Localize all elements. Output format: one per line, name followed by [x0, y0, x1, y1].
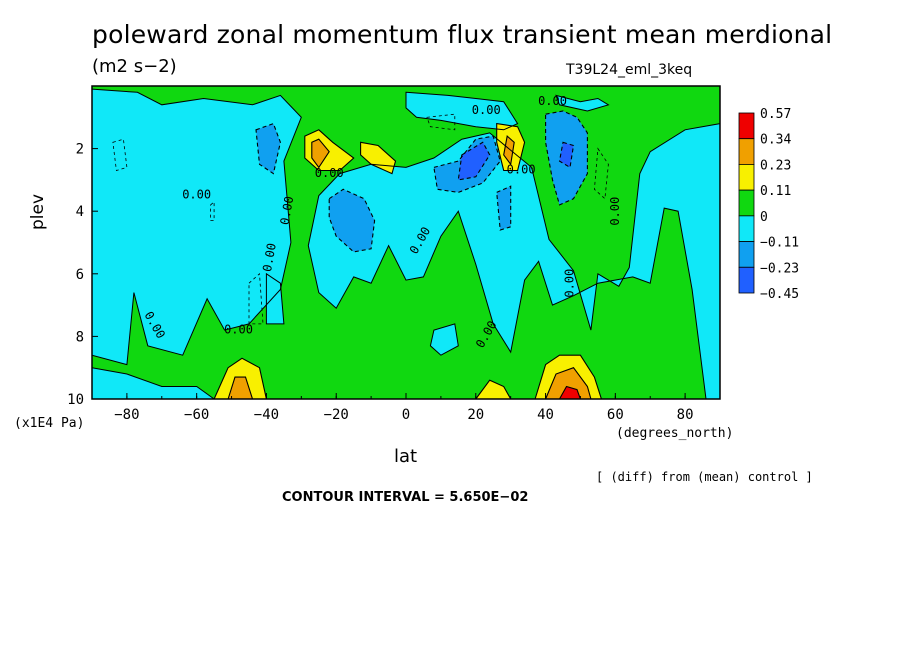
x-axis-units: (degrees_north)	[616, 426, 734, 441]
run-id: T39L24_eml_3keq	[566, 62, 693, 78]
contour-label: 0.00	[224, 322, 253, 336]
contour-label: 0.00	[315, 166, 344, 180]
axes: −80 −60 −40 −20 0 20 40 60 80 2 4 6 8 10	[67, 142, 721, 423]
colorbar-swatch	[738, 266, 755, 294]
fill-region-cyan	[406, 92, 518, 130]
fill-region-blue	[256, 123, 281, 174]
colorbar-swatch	[738, 189, 755, 217]
fill-region-orange	[228, 377, 253, 399]
fill-region-cyan	[266, 273, 284, 324]
fill-region-cyan	[92, 89, 302, 365]
contour-label: 0.00	[472, 103, 501, 117]
fill-region-orange	[545, 367, 591, 399]
colorbar-label: 0.57	[760, 107, 791, 122]
contour-line	[91, 88, 302, 366]
contour-label: 0.00	[562, 269, 576, 298]
contour-line	[328, 188, 376, 253]
colorbar: 0.57 0.34 0.23 0.11 0 −0.11 −0.23 −0.45	[738, 107, 799, 302]
contour-line	[405, 91, 519, 131]
x-tick-label: 0	[402, 407, 410, 423]
fill-region-blue	[329, 189, 375, 252]
contour-interval: CONTOUR INTERVAL = 5.650E−02	[282, 490, 529, 505]
contour-label: 0.00	[608, 197, 622, 226]
contour-line	[255, 122, 281, 175]
fill-region-yellow	[475, 380, 511, 399]
diff-note: [ (diff) from (mean) control ]	[596, 470, 813, 484]
x-tick-label: −80	[114, 407, 139, 423]
x-tick-label: 60	[607, 407, 624, 423]
y-tick-label: 8	[76, 329, 84, 345]
contour-line	[429, 323, 459, 356]
chart-units: (m2 s−2)	[92, 56, 177, 77]
colorbar-swatch	[738, 112, 755, 140]
x-tick-label: −20	[324, 407, 349, 423]
contour-label: 0.00	[278, 195, 297, 226]
contour-line	[426, 113, 456, 131]
contour-line	[457, 141, 491, 181]
fill-region-cyan	[308, 123, 720, 399]
x-tick-label: −40	[254, 407, 279, 423]
colorbar-label: 0.11	[760, 184, 791, 199]
x-tick-label: 40	[537, 407, 554, 423]
colorbar-label: −0.23	[760, 261, 799, 276]
x-tick-label: 80	[677, 407, 694, 423]
colorbar-swatch	[738, 164, 755, 191]
y-axis-units: (x1E4 Pa)	[14, 416, 85, 431]
y-tick-label: 4	[76, 204, 84, 220]
contour-line	[112, 138, 128, 172]
colorbar-label: −0.45	[760, 287, 799, 302]
fill-region-dblue	[458, 142, 490, 180]
contour-line	[558, 141, 575, 169]
contour-line	[503, 135, 515, 166]
contour-line	[545, 110, 588, 206]
y-tick-label: 6	[76, 267, 84, 283]
contour-line	[496, 185, 512, 231]
x-axis-label: lat	[394, 446, 418, 467]
colorbar-swatch	[738, 241, 755, 268]
contour-line	[307, 123, 721, 400]
colorbar-swatch	[738, 215, 755, 242]
contour-line	[248, 272, 264, 325]
fill-region-blue	[496, 186, 511, 230]
x-tick-label: 20	[467, 407, 484, 423]
colorbar-label: 0	[760, 210, 768, 225]
contour-line	[496, 122, 526, 172]
x-tick-label: −60	[184, 407, 209, 423]
chart-title: poleward zonal momentum flux transient m…	[92, 20, 833, 49]
contour-line	[265, 272, 285, 325]
contour-line	[210, 200, 215, 222]
fill-region-dblue	[559, 142, 574, 168]
fill-region-orange	[311, 139, 330, 168]
y-tick-label: 2	[76, 142, 84, 158]
fill-region-cyan	[92, 367, 215, 399]
contour-label: 0.00	[182, 188, 211, 202]
contour-line	[304, 129, 355, 172]
colorbar-label: −0.11	[760, 236, 799, 251]
contour-label: 0.00	[260, 242, 279, 273]
contour-line	[555, 94, 610, 112]
colorbar-label: 0.23	[760, 158, 791, 173]
contour-line	[360, 141, 397, 175]
contour-line	[311, 138, 330, 169]
contour-label: 0.00	[507, 163, 536, 177]
contour-line	[593, 147, 609, 200]
colorbar-swatch	[738, 138, 755, 165]
contour-label: 0.00	[538, 94, 567, 108]
y-tick-label: 10	[67, 392, 84, 408]
plot-area	[92, 86, 720, 399]
fill-region-cyan	[430, 323, 459, 356]
colorbar-label: 0.34	[760, 133, 791, 148]
